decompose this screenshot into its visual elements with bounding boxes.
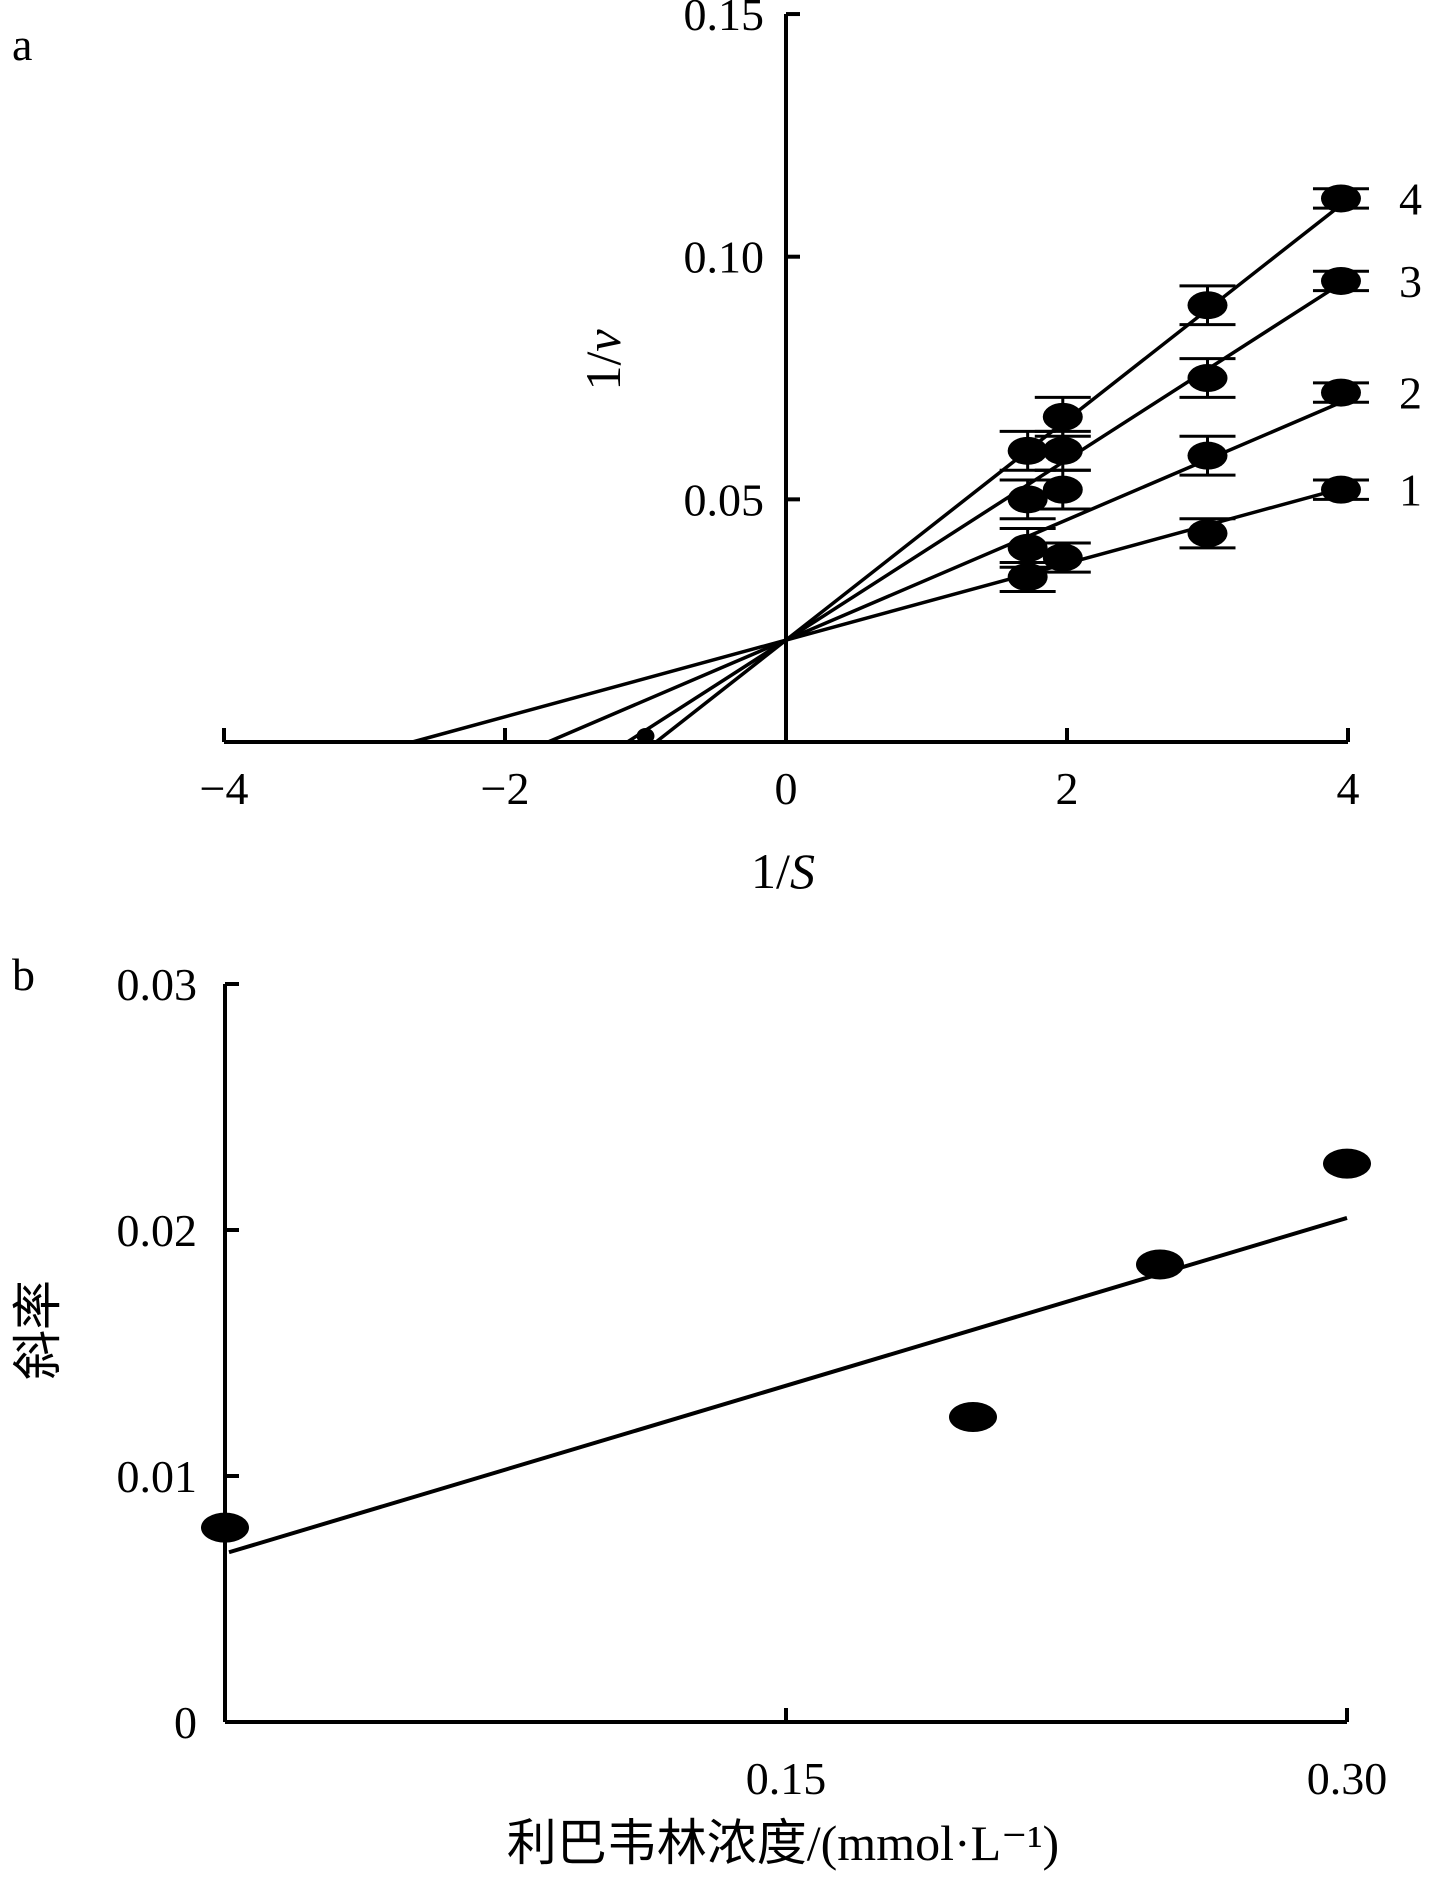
panel-a-y-axis-title: 1/v (575, 329, 631, 391)
panel-a-x-tick-label: −2 (481, 763, 530, 814)
panel-a-ticks: −4 −2 0 2 4 0.05 0.10 0.15 (200, 0, 1360, 814)
panel-a-point-4 (1320, 184, 1361, 213)
panel-b-data-points (201, 1148, 1371, 1543)
panel-a-point-4 (1187, 291, 1228, 320)
panel-b-point (949, 1401, 997, 1432)
panel-a-series-labels: 1 2 3 4 (1399, 173, 1422, 515)
panel-b-point (201, 1512, 249, 1543)
panel-b-y-tick-label: 0.02 (117, 1205, 198, 1256)
panel-a-series-label-2: 2 (1399, 368, 1422, 419)
panel-a-point-2 (1187, 441, 1228, 470)
panel-b-slope-replot: b 0.15 0.30 0 0.01 0.02 0.03 利巴韦林浓度/(mmol·L⁻¹… (10, 949, 1387, 1871)
panel-a-label: a (12, 19, 32, 70)
panel-b-x-tick-label: 0.30 (1307, 1753, 1388, 1804)
panel-b-y-tick-label: 0.03 (117, 959, 198, 1010)
panel-a-series-label-1: 1 (1399, 465, 1422, 516)
panel-b-axes (223, 984, 1347, 1724)
panel-b-x-axis-title: 利巴韦林浓度/(mmol·L⁻¹) (507, 1815, 1059, 1871)
panel-a-x-tick-label: 0 (775, 763, 798, 814)
panel-b-y-axis-title: 斜率 (10, 1280, 66, 1380)
panel-a-y-tick-label: 0.10 (684, 232, 765, 283)
panel-a-y-tick-label: 0.15 (684, 0, 765, 40)
panel-a-lineweaver-burk-plot: a −4 −2 0 2 4 0.05 0.10 0.15 1 2 3 4 1/S 1/v (12, 0, 1422, 899)
panel-b-point (1323, 1148, 1371, 1179)
panel-a-x-tick-label: 4 (1337, 763, 1360, 814)
panel-b-point (1136, 1249, 1184, 1280)
panel-a-point-4 (1042, 402, 1083, 431)
panel-a-fit-line-1 (412, 486, 1342, 744)
panel-a-point-3 (1320, 266, 1361, 295)
panel-a-point-1 (1007, 562, 1048, 591)
panel-b-ticks: 0.15 0.30 0 0.01 0.02 0.03 (117, 959, 1388, 1804)
panel-a-point-3 (1007, 485, 1048, 514)
panel-a-axes (224, 14, 1348, 744)
panel-a-point-1 (1320, 475, 1361, 504)
panel-a-x-tick-label: −4 (200, 763, 249, 814)
panel-a-fit-line-4 (654, 203, 1343, 744)
panel-a-point-4 (1007, 436, 1048, 465)
panel-a-y-tick-label: 0.05 (684, 474, 765, 525)
panel-a-series-label-4: 4 (1399, 173, 1422, 224)
panel-b-x-tick-label: 0.15 (746, 1753, 827, 1804)
panel-a-point-2 (1320, 378, 1361, 407)
panel-a-point-3 (1042, 436, 1083, 465)
panel-b-y-tick-label: 0 (174, 1697, 197, 1748)
panel-a-x-axis-title: 1/S (751, 843, 815, 899)
panel-a-data-points (636, 184, 1369, 744)
panel-a-intercept-marker (636, 728, 655, 744)
panel-a-series-label-3: 3 (1399, 256, 1422, 307)
panel-a-point-1 (1187, 519, 1228, 548)
panel-a-point-2 (1007, 533, 1048, 562)
panel-a-point-2 (1042, 475, 1083, 504)
panel-b-label: b (12, 949, 35, 1000)
panel-b-y-tick-label: 0.01 (117, 1451, 198, 1502)
panel-a-point-3 (1187, 364, 1228, 393)
panel-a-x-tick-label: 2 (1056, 763, 1079, 814)
panel-a-point-1 (1042, 543, 1083, 572)
